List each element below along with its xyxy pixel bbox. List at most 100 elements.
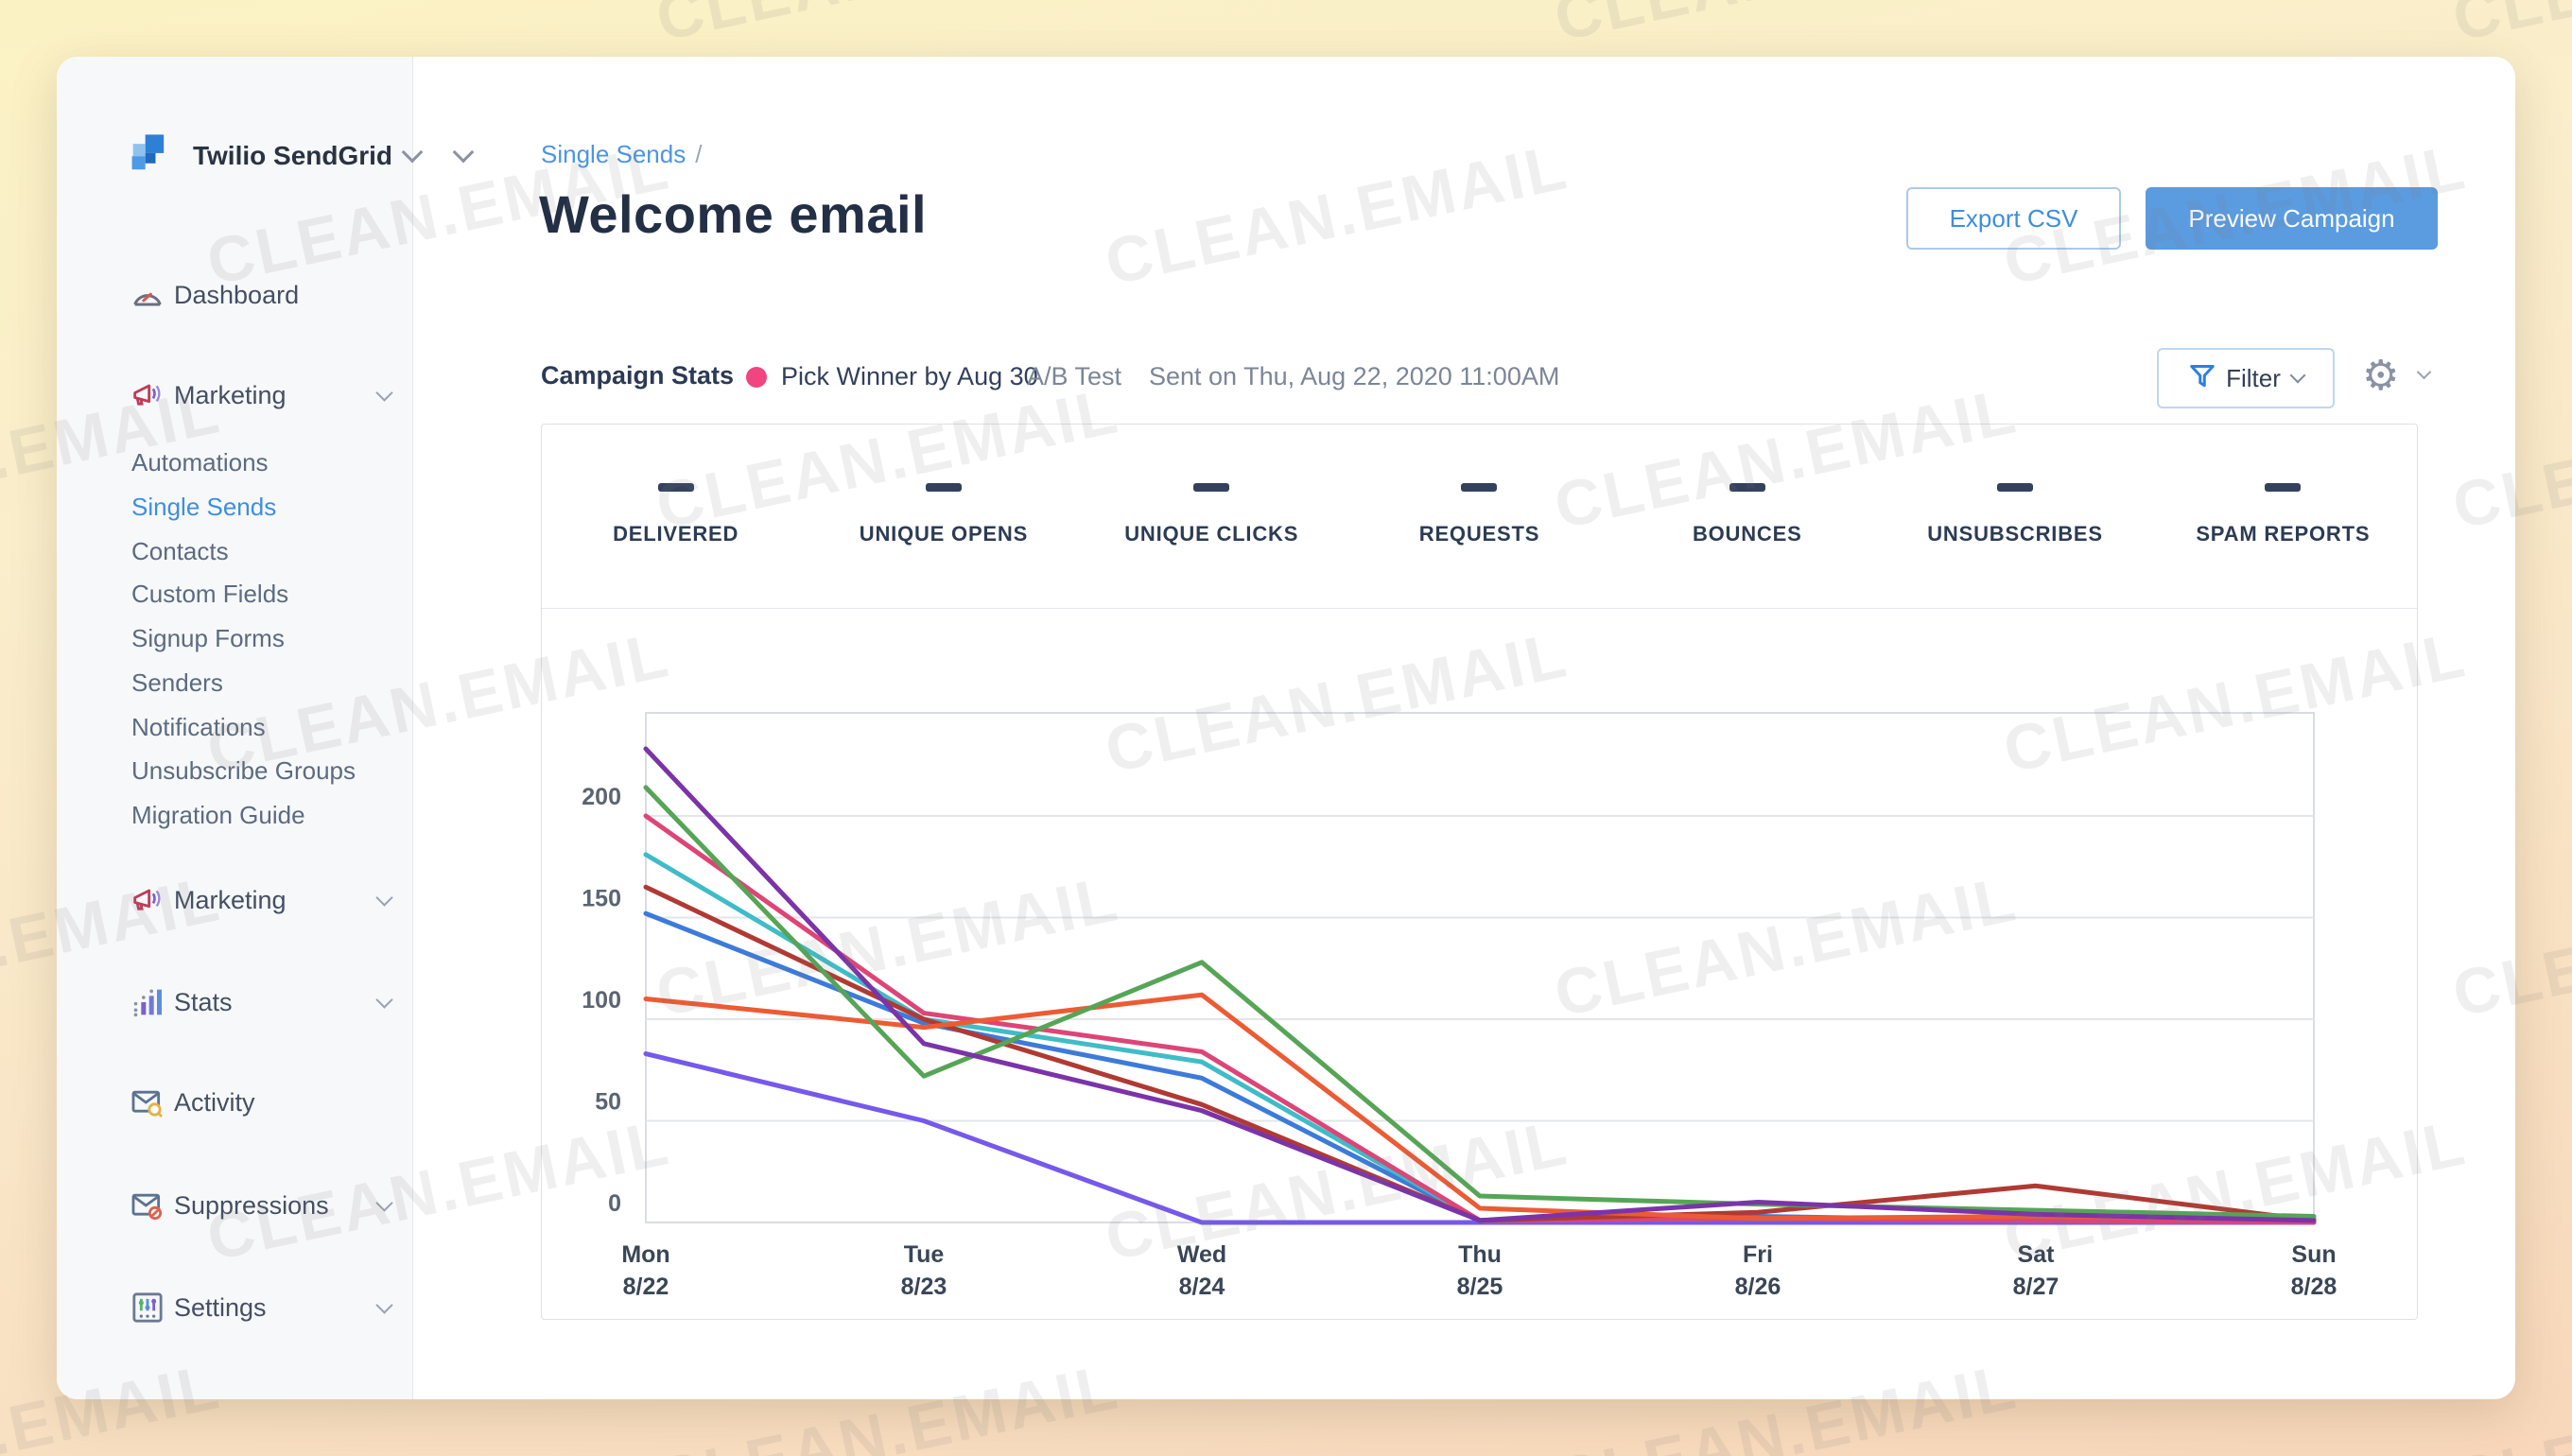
sidebar-item-settings[interactable]: Settings [57,1286,412,1329]
sidebar-item-stats[interactable]: Stats [57,980,412,1024]
y-axis-tick-label: 0 [608,1190,621,1217]
x-axis-day-label: Sat [2018,1241,2056,1268]
filter-button[interactable]: Filter [2157,348,2335,408]
x-axis-day-label: Fri [1743,1241,1773,1268]
sidebar-item-activity[interactable]: Activity [57,1081,412,1124]
metric-tab-unique-clicks[interactable]: UNIQUE CLICKS [1078,425,1346,608]
breadcrumb-separator: / [695,140,703,168]
sidebar-item-migration-guide[interactable]: Migration Guide [57,793,412,837]
metric-tab-requests[interactable]: REQUESTS [1346,425,1613,608]
sidebar-item-label: Unsubscribe Groups [131,755,356,785]
x-axis-date-label: 8/27 [2013,1274,2059,1300]
chevron-down-icon[interactable] [401,141,424,164]
brand-name: Twilio SendGrid [193,141,393,170]
sidebar-item-label: Notifications [131,712,266,741]
filter-label: Filter [2226,363,2281,392]
preview-campaign-button[interactable]: Preview Campaign [2146,187,2438,250]
brand-header[interactable]: Twilio SendGrid [125,128,475,184]
sidebar-item-signup-forms[interactable]: Signup Forms [57,616,412,660]
breadcrumb[interactable]: Single Sends / [541,140,702,169]
breadcrumb-link[interactable]: Single Sends [541,140,686,168]
line-blue-series [643,910,2317,1225]
chevron-down-icon [2289,367,2306,384]
chevron-down-icon [375,1295,393,1314]
line-purple-series [643,746,2317,1223]
gear-chevron-icon[interactable] [2416,364,2432,380]
export-csv-button[interactable]: Export CSV [1906,187,2121,250]
campaign-stats-bar: Campaign Stats Pick Winner by Aug 30 A/B… [57,348,2515,408]
settings-icon [129,1289,166,1326]
metric-tab-spam-reports[interactable]: SPAM REPORTS [2149,425,2417,608]
watermark-text: CLEAN.EMAIL [2446,0,2572,56]
stats-icon [129,983,166,1021]
sidebar: Twilio SendGrid Dashboard Marketing Automa… [57,57,475,1399]
suppressions-icon [129,1187,166,1224]
watermark-text: CLEAN.EMAIL [650,0,1126,56]
sidebar-item-label: Senders [131,667,223,697]
sidebar-item-label: Signup Forms [131,623,285,652]
x-axis-day-label: Tue [904,1241,945,1268]
sendgrid-logo-icon [125,130,174,183]
sidebar-item-single-sends[interactable]: Single Sends [57,485,412,529]
metric-value-dash [1729,483,1765,492]
sidebar-item-custom-fields[interactable]: Custom Fields [57,572,412,615]
x-axis-day-label: Wed [1177,1241,1226,1268]
main-window: Twilio SendGrid Dashboard Marketing Automa… [57,57,2515,1399]
sidebar-item-suppressions[interactable]: Suppressions [57,1184,412,1227]
y-axis-tick-label: 50 [595,1089,621,1116]
chevron-down-icon [375,1193,393,1212]
watermark-text: CLEAN.EMAIL [0,0,227,56]
metric-label: REQUESTS [1418,522,1540,546]
sidebar-item-label: Dashboard [174,280,300,309]
campaign-stats-panel: DELIVERED UNIQUE OPENS UNIQUE CLICKS REQUES… [541,424,2418,1320]
x-axis-day-label: Thu [1458,1241,1502,1268]
funnel-icon [2188,362,2216,395]
pick-winner-dot-icon [746,367,767,388]
sidebar-item-marketing[interactable]: Marketing [57,373,412,417]
metric-tab-unsubscribes[interactable]: UNSUBSCRIBES [1881,425,2148,608]
sidebar-item-label: Contacts [131,536,229,565]
megaphone-icon [129,881,166,919]
x-axis-day-label: Mon [621,1241,669,1268]
sidebar-item-dashboard[interactable]: Dashboard [57,273,412,317]
metric-label: SPAM REPORTS [2196,522,2371,546]
dashboard-icon [129,276,166,314]
sidebar-item-contacts[interactable]: Contacts [57,529,412,573]
sidebar-item-label: Automations [131,447,269,477]
x-axis-date-label: 8/25 [1457,1274,1503,1300]
sidebar-item-automations[interactable]: Automations [57,441,412,484]
sidebar-item-notifications[interactable]: Notifications [57,705,412,749]
x-axis-date-label: 8/26 [1735,1274,1781,1300]
x-axis-day-label: Sun [2291,1241,2336,1268]
activity-icon [129,1083,166,1121]
line-green-series [643,785,2317,1220]
metric-tab-delivered[interactable]: DELIVERED [542,425,809,608]
metric-tab-bounces[interactable]: BOUNCES [1613,425,1881,608]
line-cyan-series [643,852,2317,1225]
metric-label: UNIQUE CLICKS [1124,522,1299,546]
metric-label: DELIVERED [613,522,739,546]
sidebar-item-unsubscribe-groups[interactable]: Unsubscribe Groups [57,749,412,792]
sidebar-collapse-chevron-icon[interactable] [452,141,475,164]
chevron-down-icon [375,990,393,1009]
metric-label: UNIQUE OPENS [859,522,1029,546]
sent-timestamp: Sent on Thu, Aug 22, 2020 11:00AM [1149,362,1560,390]
line-orange-series [643,992,2317,1222]
megaphone-icon [129,376,166,414]
line-dark-red-series [643,884,2317,1223]
metric-value-dash [1461,483,1498,492]
sidebar-item-label: Marketing [174,885,287,914]
metric-tab-unique-opens[interactable]: UNIQUE OPENS [809,425,1077,608]
metric-label: BOUNCES [1692,522,1802,546]
sidebar-item-label: Custom Fields [131,579,289,608]
pick-winner-text: Pick Winner by Aug 30 [781,362,1038,390]
x-axis-date-label: 8/22 [623,1274,669,1300]
metric-value-dash [925,483,962,492]
sidebar-item-senders[interactable]: Senders [57,661,412,704]
metric-value-dash [1997,483,2034,492]
watermark-text: CLEAN.EMAIL [1548,0,2025,56]
y-axis-tick-label: 200 [582,784,621,810]
sidebar-item-label: Stats [174,987,233,1016]
gear-icon[interactable]: ⚙ [2362,353,2400,399]
sidebar-item-marketing[interactable]: Marketing [57,878,412,922]
